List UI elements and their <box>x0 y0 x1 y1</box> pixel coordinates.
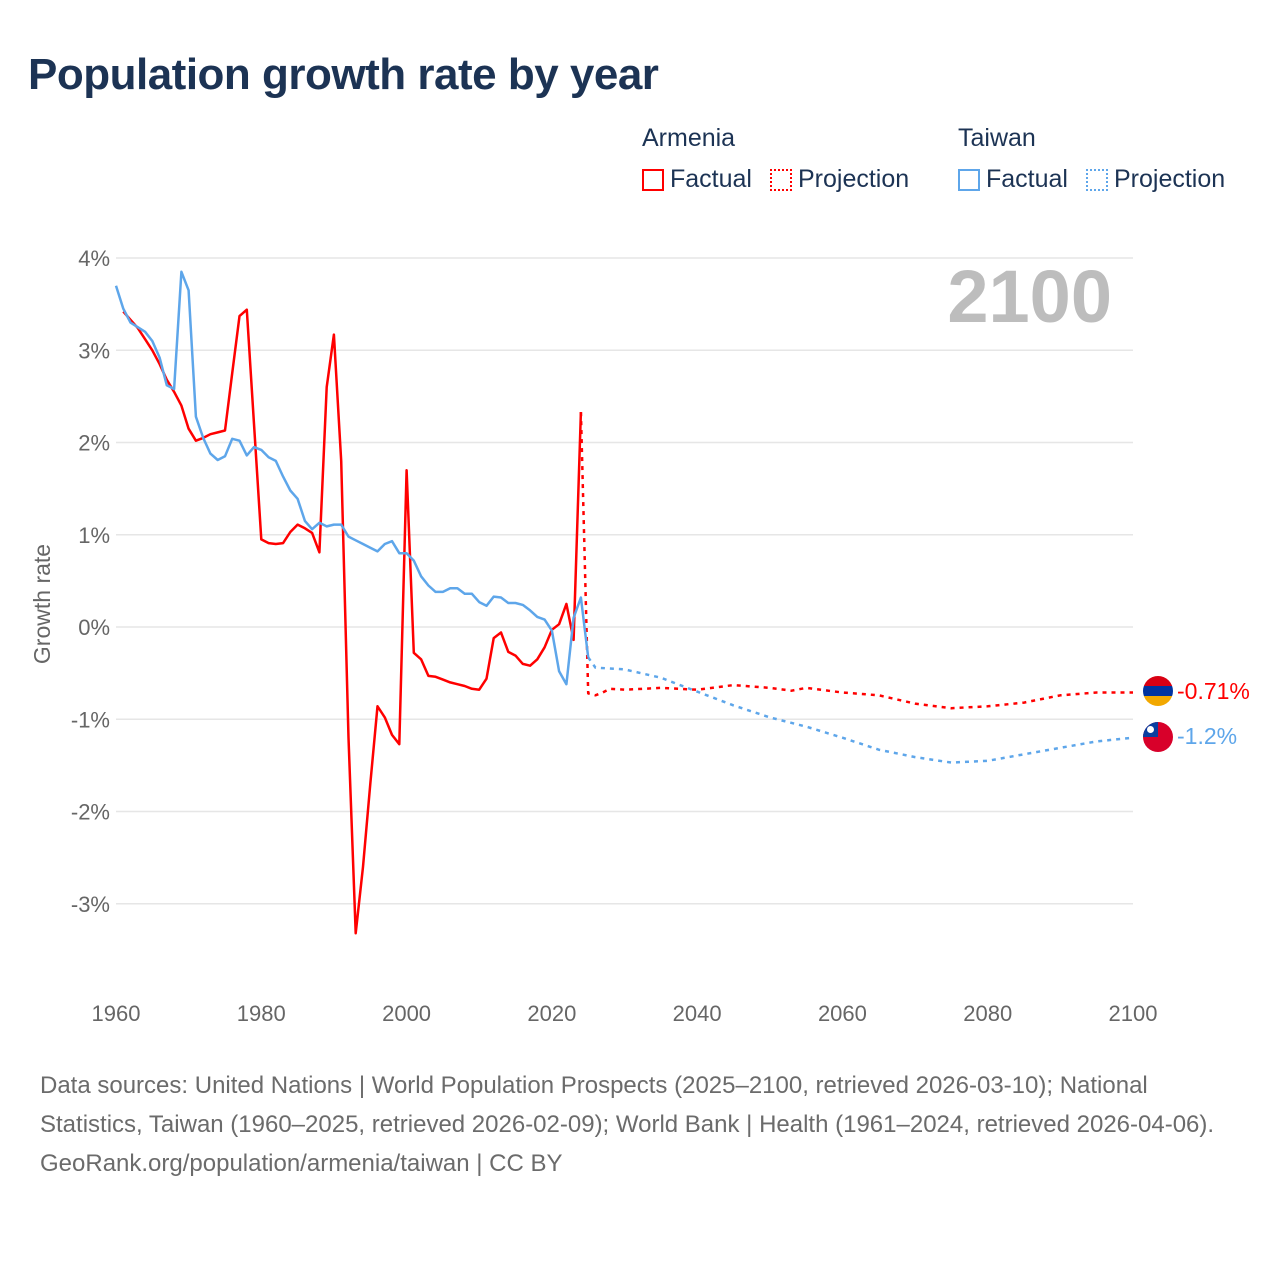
y-tick-label: 1% <box>78 523 110 548</box>
credit-link[interactable]: GeoRank.org/population/armenia/taiwan | … <box>40 1150 563 1177</box>
x-tick-label: 2040 <box>673 1001 722 1026</box>
legend-label: Factual <box>670 165 752 193</box>
legend-taiwan-name: Taiwan <box>958 124 1036 152</box>
legend-armenia-projection[interactable]: Projection <box>769 165 910 194</box>
line-chart: 4% 3% 2% 1% 0% -1% -2% -3% 1960 1980 2000 2020 2040… <box>29 246 1250 1026</box>
footer: Data sources: United Nations | World Pop… <box>40 1066 1250 1183</box>
y-tick-label: 0% <box>78 615 110 640</box>
series-line-taiwan-projection[interactable] <box>587 656 1134 764</box>
legend-swatch-solid <box>958 168 980 191</box>
y-axis-label: Growth rate <box>29 544 55 664</box>
x-tick-label: 1960 <box>92 1001 141 1026</box>
legend-armenia-name: Armenia <box>642 124 736 152</box>
legend-label: Projection <box>797 165 910 193</box>
y-tick-label: -3% <box>71 892 110 917</box>
y-tick-label: -2% <box>71 800 110 825</box>
taiwan-flag-icon <box>1143 722 1173 752</box>
y-tick-label: 2% <box>78 431 110 456</box>
y-tick-label: 4% <box>78 246 110 271</box>
legend-taiwan-projection[interactable]: Projection <box>1085 165 1226 194</box>
legend-taiwan: Taiwan Factual Projection <box>958 124 1225 194</box>
legend-label: Projection <box>1113 165 1226 193</box>
y-axis-ticks: 4% 3% 2% 1% 0% -1% -2% -3% <box>71 246 110 917</box>
series-lines <box>114 270 1134 935</box>
year-watermark: 2100 <box>947 255 1112 338</box>
legend-swatch-dotted <box>1085 168 1108 191</box>
data-sources: Data sources: United Nations | World Pop… <box>40 1072 1215 1138</box>
y-tick-label: -1% <box>71 707 110 732</box>
x-tick-label: 1980 <box>237 1001 286 1026</box>
y-tick-label: 3% <box>78 338 110 363</box>
series-line-armenia-projection[interactable] <box>579 412 1133 710</box>
x-axis-ticks: 1960 1980 2000 2020 2040 2060 2080 2100 <box>92 1001 1158 1026</box>
grid <box>116 257 1133 905</box>
legend-swatch-solid <box>642 168 664 191</box>
armenia-end-label: -0.71% <box>1177 678 1250 704</box>
taiwan-end-label: -1.2% <box>1177 723 1237 749</box>
armenia-flag-icon <box>1143 676 1173 706</box>
legend-label: Factual <box>986 165 1068 193</box>
x-tick-label: 2100 <box>1109 1001 1158 1026</box>
x-tick-label: 2080 <box>963 1001 1012 1026</box>
x-tick-label: 2060 <box>818 1001 867 1026</box>
legend-taiwan-factual[interactable]: Factual <box>958 165 1068 194</box>
x-tick-label: 2000 <box>382 1001 431 1026</box>
chart-title: Population growth rate by year <box>28 50 659 99</box>
legend-armenia: Armenia Factual Projection <box>642 124 909 194</box>
x-tick-label: 2020 <box>527 1001 576 1026</box>
series-line-armenia-factual[interactable] <box>122 308 583 935</box>
legend-swatch-dotted <box>769 168 792 191</box>
legend-armenia-factual[interactable]: Factual <box>642 165 752 194</box>
series-line-taiwan-factual[interactable] <box>114 270 590 686</box>
